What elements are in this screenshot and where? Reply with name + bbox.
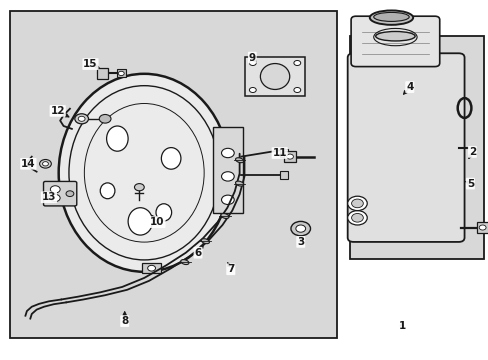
Text: 1: 1 [398, 321, 405, 331]
Circle shape [221, 195, 234, 204]
Circle shape [347, 211, 366, 225]
Ellipse shape [235, 181, 243, 186]
Circle shape [50, 186, 60, 193]
Ellipse shape [221, 213, 228, 219]
Ellipse shape [181, 260, 188, 265]
Circle shape [347, 196, 366, 211]
Text: 7: 7 [226, 264, 234, 274]
Circle shape [78, 116, 85, 121]
FancyBboxPatch shape [350, 16, 439, 67]
Circle shape [99, 114, 111, 123]
FancyBboxPatch shape [476, 222, 488, 233]
FancyBboxPatch shape [142, 263, 161, 273]
FancyBboxPatch shape [212, 127, 242, 213]
Circle shape [249, 60, 256, 66]
Circle shape [118, 71, 124, 76]
Circle shape [50, 194, 60, 202]
Circle shape [134, 184, 144, 191]
Text: 15: 15 [83, 59, 98, 69]
FancyBboxPatch shape [347, 53, 464, 242]
Circle shape [75, 114, 88, 124]
Circle shape [478, 225, 485, 230]
Ellipse shape [235, 158, 243, 163]
Text: 6: 6 [194, 248, 201, 258]
Ellipse shape [59, 74, 229, 272]
FancyBboxPatch shape [284, 151, 295, 162]
Ellipse shape [373, 12, 408, 21]
Text: 3: 3 [297, 237, 304, 247]
Text: 13: 13 [41, 192, 56, 202]
FancyBboxPatch shape [97, 68, 107, 79]
FancyBboxPatch shape [245, 57, 304, 96]
Ellipse shape [161, 148, 181, 169]
Ellipse shape [369, 10, 412, 25]
Ellipse shape [128, 208, 152, 235]
Ellipse shape [201, 239, 209, 244]
Circle shape [293, 60, 300, 66]
Circle shape [42, 162, 48, 166]
Circle shape [221, 172, 234, 181]
Text: 4: 4 [405, 82, 413, 92]
FancyBboxPatch shape [279, 171, 288, 179]
Text: 14: 14 [21, 159, 36, 169]
Text: 11: 11 [272, 148, 286, 158]
Text: 5: 5 [466, 179, 473, 189]
Ellipse shape [106, 126, 128, 151]
Bar [349, 36, 483, 259]
Circle shape [249, 87, 256, 93]
FancyBboxPatch shape [117, 69, 125, 77]
Circle shape [290, 221, 310, 236]
Circle shape [147, 265, 155, 271]
Circle shape [295, 225, 305, 232]
Ellipse shape [156, 204, 171, 221]
Circle shape [351, 213, 363, 222]
Ellipse shape [375, 31, 414, 41]
Circle shape [66, 191, 74, 197]
Ellipse shape [260, 63, 289, 89]
Ellipse shape [100, 183, 115, 199]
Text: 10: 10 [150, 217, 164, 227]
FancyBboxPatch shape [43, 181, 77, 206]
FancyBboxPatch shape [279, 149, 288, 157]
Bar [10, 11, 337, 338]
Circle shape [286, 154, 293, 159]
Text: 12: 12 [50, 106, 65, 116]
Text: 8: 8 [121, 316, 128, 326]
Circle shape [351, 199, 363, 208]
Circle shape [40, 159, 51, 168]
Circle shape [221, 148, 234, 158]
Text: 9: 9 [248, 53, 255, 63]
Text: 2: 2 [468, 147, 475, 157]
Circle shape [293, 87, 300, 93]
